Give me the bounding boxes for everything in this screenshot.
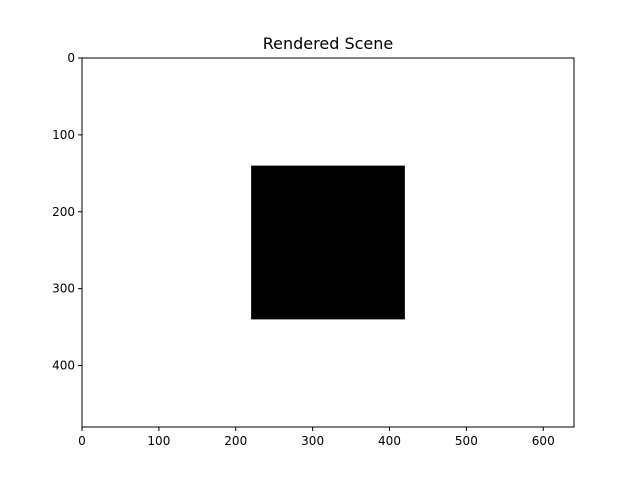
axes-frame xyxy=(81,57,575,428)
x-tick-label: 500 xyxy=(455,434,478,448)
y-tick-label: 100 xyxy=(52,128,75,142)
y-tick-label: 400 xyxy=(52,359,75,373)
y-tick-label: 300 xyxy=(52,282,75,296)
y-tick-label: 0 xyxy=(67,51,75,65)
x-tick-label: 300 xyxy=(301,434,324,448)
chart-title: Rendered Scene xyxy=(263,34,393,53)
x-tick-label: 0 xyxy=(78,434,86,448)
x-tick-label: 200 xyxy=(224,434,247,448)
x-tick-label: 100 xyxy=(147,434,170,448)
y-axis: 0 100 200 300 400 xyxy=(52,51,82,373)
x-axis: 0 100 200 300 400 500 600 xyxy=(78,427,555,448)
scene-rectangle-0 xyxy=(251,165,405,320)
x-tick-label: 400 xyxy=(378,434,401,448)
scene-shapes xyxy=(251,165,405,320)
y-tick-label: 200 xyxy=(52,205,75,219)
x-tick-label: 600 xyxy=(532,434,555,448)
